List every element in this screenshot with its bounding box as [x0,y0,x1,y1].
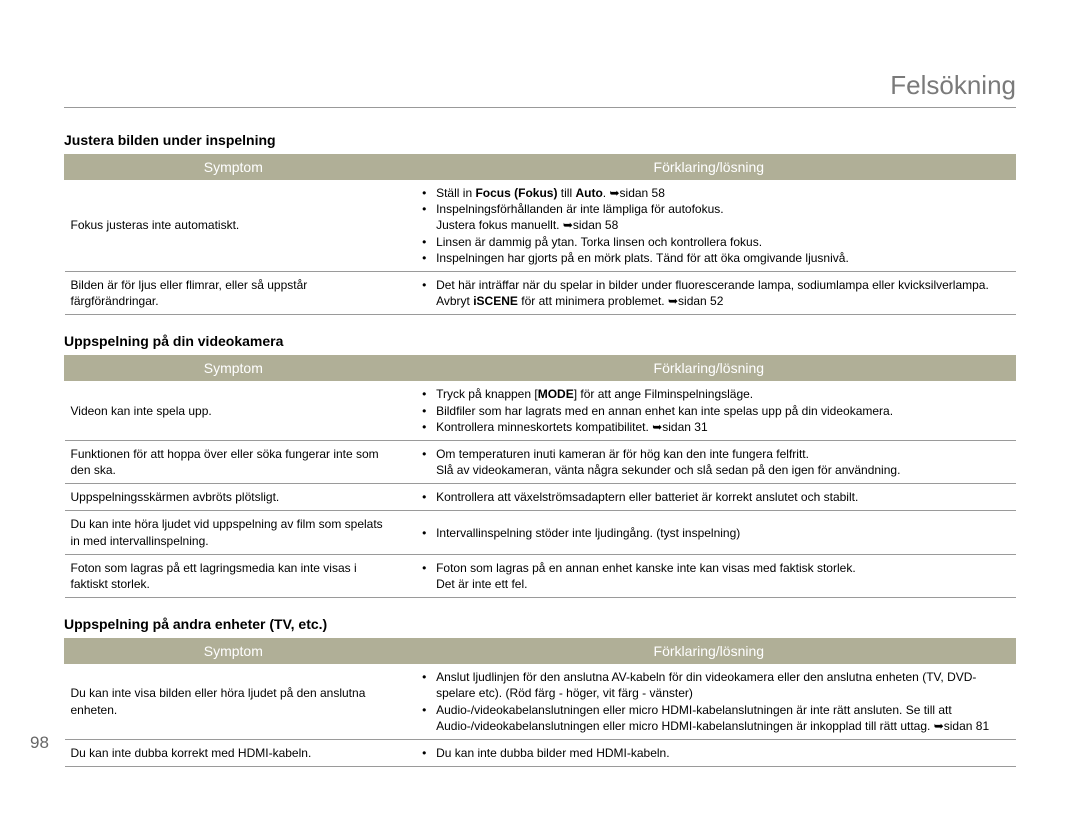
column-header-solution: Förklaring/lösning [402,155,1015,180]
title-rule [64,107,1016,108]
troubleshooting-table: SymptomFörklaring/lösningFokus justeras … [64,154,1016,315]
table-row: Du kan inte visa bilden eller höra ljude… [65,664,1016,740]
column-header-symptom: Symptom [65,155,403,180]
table-row: Foton som lagras på ett lagringsmedia ka… [65,554,1016,597]
table-row: Du kan inte dubba korrekt med HDMI-kabel… [65,739,1016,766]
solution-cell: Intervallinspelning stöder inte ljudingå… [402,511,1015,554]
section-heading: Justera bilden under inspelning [64,132,1016,148]
troubleshooting-table: SymptomFörklaring/lösningDu kan inte vis… [64,638,1016,767]
solution-cell: Om temperaturen inuti kameran är för hög… [402,440,1015,483]
column-header-solution: Förklaring/lösning [402,639,1015,664]
symptom-cell: Videon kan inte spela upp. [65,381,403,441]
column-header-solution: Förklaring/lösning [402,356,1015,381]
solution-cell: Ställ in Focus (Fokus) till Auto. ➥sidan… [402,180,1015,272]
symptom-cell: Du kan inte höra ljudet vid uppspelning … [65,511,403,554]
symptom-cell: Fokus justeras inte automatiskt. [65,180,403,272]
table-row: Videon kan inte spela upp.Tryck på knapp… [65,381,1016,441]
solution-cell: Kontrollera att växelströmsadaptern elle… [402,484,1015,511]
table-row: Du kan inte höra ljudet vid uppspelning … [65,511,1016,554]
section-heading: Uppspelning på andra enheter (TV, etc.) [64,616,1016,632]
symptom-cell: Du kan inte visa bilden eller höra ljude… [65,664,403,740]
section-heading: Uppspelning på din videokamera [64,333,1016,349]
symptom-cell: Uppspelningsskärmen avbröts plötsligt. [65,484,403,511]
column-header-symptom: Symptom [65,356,403,381]
solution-cell: Foton som lagras på en annan enhet kansk… [402,554,1015,597]
column-header-symptom: Symptom [65,639,403,664]
table-row: Funktionen för att hoppa över eller söka… [65,440,1016,483]
solution-cell: Du kan inte dubba bilder med HDMI-kabeln… [402,739,1015,766]
solution-cell: Tryck på knappen [MODE] för att ange Fil… [402,381,1015,441]
table-row: Uppspelningsskärmen avbröts plötsligt.Ko… [65,484,1016,511]
solution-cell: Det här inträffar när du spelar in bilde… [402,271,1015,314]
symptom-cell: Funktionen för att hoppa över eller söka… [65,440,403,483]
document-page: Felsökning Justera bilden under inspelni… [0,0,1080,767]
symptom-cell: Du kan inte dubba korrekt med HDMI-kabel… [65,739,403,766]
page-title: Felsökning [64,70,1016,107]
symptom-cell: Bilden är för ljus eller flimrar, eller … [65,271,403,314]
sections-container: Justera bilden under inspelningSymptomFö… [64,132,1016,767]
table-row: Fokus justeras inte automatiskt.Ställ in… [65,180,1016,272]
symptom-cell: Foton som lagras på ett lagringsmedia ka… [65,554,403,597]
table-row: Bilden är för ljus eller flimrar, eller … [65,271,1016,314]
solution-cell: Anslut ljudlinjen för den anslutna AV-ka… [402,664,1015,740]
page-number: 98 [30,733,49,753]
troubleshooting-table: SymptomFörklaring/lösningVideon kan inte… [64,355,1016,598]
